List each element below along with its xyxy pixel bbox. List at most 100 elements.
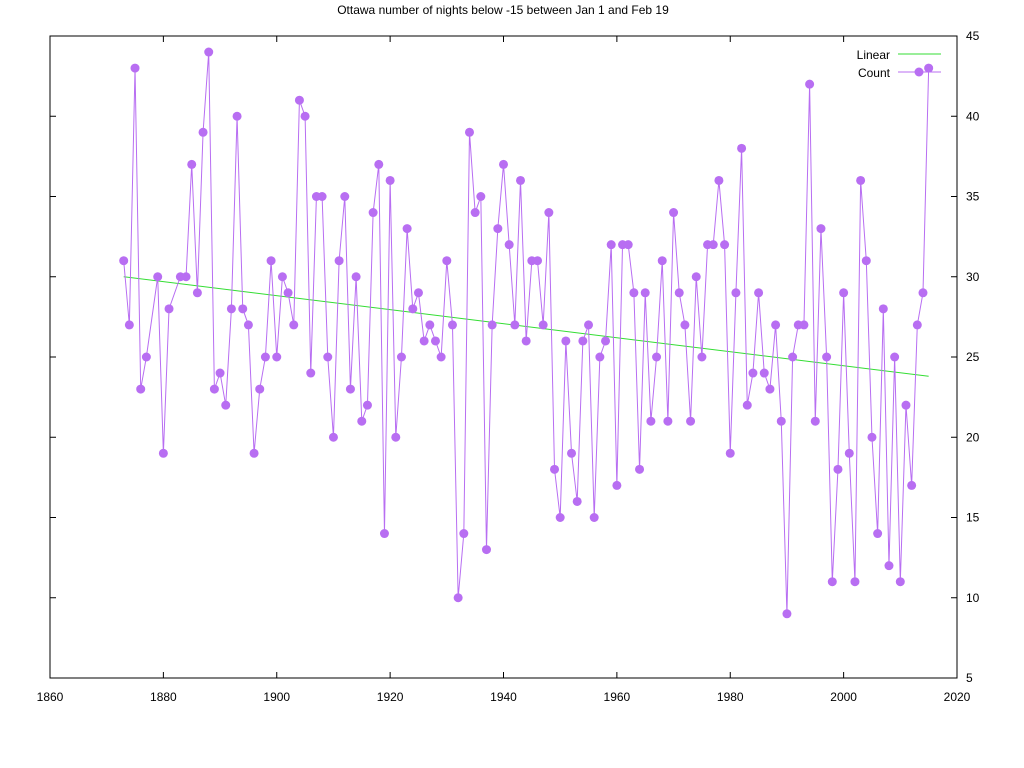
- data-point-count: [652, 352, 662, 362]
- data-point-count: [799, 320, 809, 330]
- data-point-count: [499, 159, 508, 169]
- legend: Linear Count: [857, 48, 941, 80]
- data-point-count: [300, 111, 310, 121]
- data-point-count: [646, 416, 656, 426]
- x-tick-label: 1980: [717, 690, 744, 704]
- y-tick-label: 20: [966, 430, 980, 444]
- data-point-count: [368, 208, 378, 218]
- data-point-count: [708, 240, 718, 250]
- data-point-count: [328, 432, 338, 442]
- data-point-count: [788, 352, 798, 362]
- data-point-count: [226, 304, 236, 314]
- data-point-count: [124, 320, 134, 330]
- data-point-count: [187, 159, 197, 169]
- data-point-count: [601, 336, 611, 346]
- data-point-count: [425, 320, 435, 330]
- data-point-count: [680, 320, 690, 330]
- series-layer: [119, 47, 934, 619]
- data-point-count: [408, 304, 418, 314]
- data-point-count: [119, 256, 129, 266]
- data-point-count: [419, 336, 429, 346]
- data-point-count: [255, 384, 265, 394]
- data-point-count: [215, 368, 225, 378]
- data-point-count: [669, 208, 679, 218]
- x-tick-label: 1940: [490, 690, 517, 704]
- data-point-count: [516, 175, 526, 185]
- data-point-count: [901, 400, 911, 410]
- y-tick-label: 15: [966, 511, 980, 525]
- data-point-count: [260, 352, 270, 362]
- data-point-count: [164, 304, 174, 314]
- data-point-count: [357, 416, 367, 426]
- data-point-count: [487, 320, 497, 330]
- data-point-count: [266, 256, 276, 266]
- data-point-count: [884, 561, 894, 571]
- data-point-count: [805, 79, 815, 89]
- data-point-count: [822, 352, 832, 362]
- data-point-count: [510, 320, 520, 330]
- data-point-count: [402, 224, 412, 234]
- data-point-count: [130, 63, 140, 73]
- data-point-count: [833, 464, 843, 474]
- data-point-count: [584, 320, 594, 330]
- data-point-count: [351, 272, 361, 282]
- data-point-count: [283, 288, 293, 298]
- data-point-count: [430, 336, 440, 346]
- data-point-count: [413, 288, 423, 298]
- y-tick-label: 35: [966, 190, 980, 204]
- data-point-count: [782, 609, 792, 619]
- data-point-count: [374, 159, 384, 169]
- data-point-count: [192, 288, 202, 298]
- data-point-count: [221, 400, 231, 410]
- data-point-count: [572, 496, 582, 506]
- data-point-count: [521, 336, 531, 346]
- data-point-count: [447, 320, 457, 330]
- data-point-count: [289, 320, 299, 330]
- data-point-count: [362, 400, 372, 410]
- data-point-count: [476, 192, 486, 201]
- data-point-count: [657, 256, 667, 266]
- data-point-count: [612, 480, 622, 490]
- data-point-count: [839, 288, 849, 298]
- data-point-count: [204, 47, 214, 57]
- data-point-count: [340, 192, 350, 201]
- data-point-count: [141, 352, 151, 362]
- data-point-count: [861, 256, 871, 266]
- data-point-count: [878, 304, 888, 314]
- data-point-count: [345, 384, 355, 394]
- data-point-count: [714, 175, 724, 185]
- data-point-count: [232, 111, 242, 121]
- x-tick-label: 1920: [377, 690, 404, 704]
- y-tick-label: 5: [966, 671, 973, 685]
- data-point-count: [385, 175, 395, 185]
- data-point-count: [629, 288, 639, 298]
- plot-frame: [49, 35, 958, 679]
- data-point-count: [158, 448, 168, 458]
- data-point-count: [640, 288, 650, 298]
- data-point-count: [550, 464, 560, 474]
- data-point-count: [391, 432, 401, 442]
- data-point-count: [136, 384, 146, 394]
- data-point-count: [623, 240, 633, 250]
- data-point-count: [396, 352, 406, 362]
- data-point-count: [567, 448, 577, 458]
- data-point-count: [243, 320, 253, 330]
- data-point-count: [464, 127, 474, 137]
- data-point-count: [181, 272, 191, 282]
- data-point-count: [924, 63, 934, 73]
- data-point-count: [873, 529, 883, 539]
- data-point-count: [209, 384, 219, 394]
- legend-marker-count: [914, 67, 924, 77]
- data-point-count: [538, 320, 548, 330]
- data-point-count: [294, 95, 304, 105]
- data-point-count: [816, 224, 826, 234]
- data-point-count: [459, 529, 469, 539]
- data-point-count: [504, 240, 514, 250]
- data-point-count: [731, 288, 741, 298]
- data-point-count: [589, 513, 599, 522]
- data-point-count: [856, 175, 866, 185]
- x-tick-label: 2000: [830, 690, 857, 704]
- x-tick-label: 2020: [944, 690, 971, 704]
- data-point-count: [697, 352, 707, 362]
